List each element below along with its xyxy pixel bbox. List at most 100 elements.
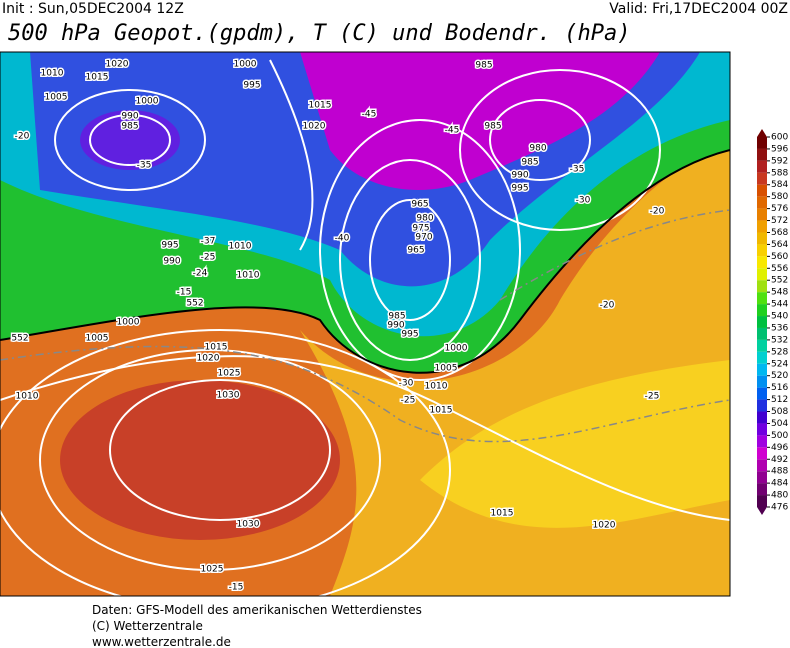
colorbar-band: [757, 459, 767, 472]
isobars: [0, 59, 730, 596]
contour-label: 1010: [425, 382, 448, 392]
contour-label: -24: [193, 269, 208, 279]
contour-label: 985: [475, 61, 492, 71]
colorbar-band: [757, 447, 767, 460]
contour-label: 1000: [136, 97, 159, 107]
contour-label: -25: [401, 396, 416, 406]
contour-label: 970: [415, 233, 432, 243]
colorbar-band: [757, 220, 767, 233]
contour-label: -30: [576, 196, 591, 206]
contour-label: 1015: [309, 101, 332, 111]
footer-line: (C) Wetterzentrale: [92, 619, 203, 633]
colorbar-band: [757, 363, 767, 376]
colorbar-band: [757, 304, 767, 317]
colorbar-tick-label: 512: [771, 395, 788, 405]
contour-label: 1030: [237, 520, 260, 530]
colorbar-band: [757, 387, 767, 400]
colorbar-band: [757, 435, 767, 448]
colorbar-tick-label: 496: [771, 443, 788, 453]
colorbar-band: [757, 268, 767, 281]
contour-label: 1010: [41, 69, 64, 79]
colorbar-band: [757, 411, 767, 424]
footer-line: Daten: GFS-Modell des amerikanischen Wet…: [92, 603, 422, 617]
colorbar-tick-label: 592: [771, 156, 788, 166]
contour-label: 1015: [205, 343, 228, 353]
contour-label: -37: [201, 237, 216, 247]
contour-label: 1005: [435, 364, 458, 374]
colorbar-band: [757, 232, 767, 245]
colorbar-tick-label: 576: [771, 204, 788, 214]
colorbar-tick-label: 584: [771, 180, 788, 190]
colorbar-band: [757, 495, 767, 507]
colorbar-band: [757, 280, 767, 293]
colorbar-tick-label: 540: [771, 312, 788, 322]
contour-label: 990: [163, 257, 180, 267]
contour-label: -15: [177, 288, 192, 298]
contour-label: 1020: [303, 122, 326, 132]
contour-label: 1020: [197, 354, 220, 364]
colorbar-tick-label: 556: [771, 264, 788, 274]
contour-label: 985: [121, 122, 138, 132]
colorbar-band: [757, 244, 767, 257]
contour-label: 1005: [45, 93, 68, 103]
contour-label: -20: [600, 301, 615, 311]
contour-label: 965: [407, 246, 424, 256]
colorbar-cap: [757, 129, 767, 137]
colorbar-band: [757, 208, 767, 221]
colorbar-band: [757, 172, 767, 185]
contour-label: 1000: [117, 318, 140, 328]
colorbar-tick-label: 484: [771, 479, 788, 489]
contour-label: 1010: [16, 392, 39, 402]
contour-label: -35: [137, 161, 152, 171]
colorbar-tick-label: 532: [771, 335, 788, 345]
contour-label: 995: [161, 241, 178, 251]
contour-label: 975: [412, 224, 429, 234]
contour-label: -25: [201, 253, 216, 263]
contour-label: 990: [121, 112, 138, 122]
colorbar-band: [757, 316, 767, 328]
footer-line: www.wetterzentrale.de: [92, 635, 231, 648]
colorbar-band: [757, 471, 767, 484]
colorbar-tick-label: 548: [771, 288, 788, 298]
contour-label: 552: [11, 334, 28, 344]
contour-label: -20: [15, 132, 30, 142]
colorbar-tick-label: 524: [771, 359, 788, 369]
contour-label: 1015: [430, 406, 453, 416]
contour-label: -40: [335, 234, 350, 244]
colorbar-tick-label: 520: [771, 371, 788, 381]
colorbar-tick-label: 568: [771, 228, 788, 238]
colorbar-tick-label: 572: [771, 216, 788, 226]
contour-label: 1010: [229, 242, 252, 252]
contour-label: 1005: [86, 334, 109, 344]
colorbar-band: [757, 196, 767, 209]
contour-label: 1015: [491, 509, 514, 519]
colorbar-tick-label: 480: [771, 491, 788, 501]
contour-label: -15: [229, 583, 244, 593]
init-time: Init : Sun,05DEC2004 12Z: [2, 1, 184, 17]
contour-label: 1000: [234, 60, 257, 70]
contour-label: 1010: [237, 271, 260, 281]
colorbar-band: [757, 160, 767, 173]
colorbar-tick-label: 588: [771, 168, 788, 178]
colorbar-tick-label: 516: [771, 383, 788, 393]
contour-label: -45: [445, 126, 460, 136]
colorbar-tick-label: 528: [771, 347, 788, 357]
map-title: 500 hPa Geopot.(gpdm), T (C) und Bodendr…: [8, 21, 631, 46]
colorbar-band: [757, 148, 767, 161]
contour-label: 995: [511, 184, 528, 194]
contour-label: 1025: [201, 565, 224, 575]
contour-label: 985: [484, 122, 501, 132]
colorbar-band: [757, 483, 767, 496]
contour-label: 985: [388, 312, 405, 322]
colorbar-tick-label: 488: [771, 467, 788, 477]
colorbar-band: [757, 375, 767, 388]
colorbar-tick-label: 544: [771, 300, 788, 310]
contour-label: 1020: [593, 521, 616, 531]
contour-label: 980: [529, 144, 546, 154]
contour-label: -25: [645, 392, 660, 402]
contour-label: 552: [186, 299, 203, 309]
contour-label: 995: [401, 330, 418, 340]
valid-time: Valid: Fri,17DEC2004 00Z: [609, 1, 788, 17]
